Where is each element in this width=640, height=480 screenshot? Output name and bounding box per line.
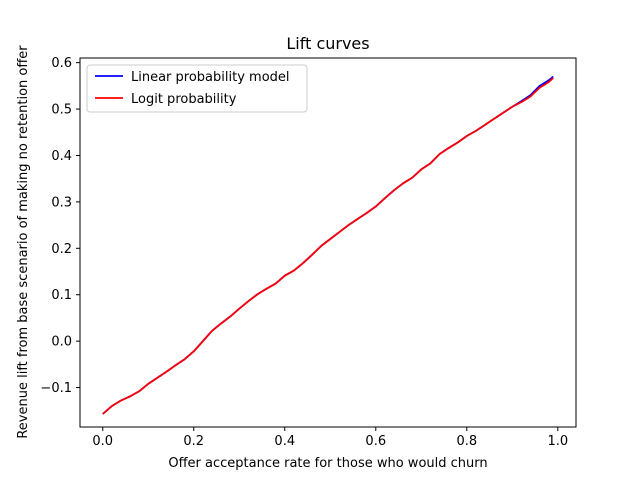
legend-label-logit: Logit probability (131, 92, 237, 107)
legend-box (86, 64, 308, 113)
x-tick-label: 0.2 (183, 434, 204, 449)
legend-label-linear: Linear probability model (131, 70, 290, 85)
y-axis-label: Revenue lift from base scenario of makin… (16, 45, 31, 439)
y-tick-label: 0.0 (51, 335, 72, 350)
y-tick-label: 0.6 (51, 56, 72, 71)
y-tick-label: 0.5 (51, 103, 72, 118)
x-tick-label: 1.0 (547, 434, 568, 449)
x-tick-label: 0.4 (274, 434, 295, 449)
x-axis-ticks: 0.0 0.2 0.4 0.6 0.8 1.0 (92, 427, 568, 449)
y-tick-label: 0.2 (51, 242, 72, 257)
x-tick-label: 0.0 (92, 434, 113, 449)
y-tick-label: −0.1 (40, 381, 72, 396)
chart-title: Lift curves (286, 34, 369, 53)
legend: Linear probability model Logit probabili… (86, 64, 308, 113)
x-axis-label: Offer acceptance rate for those who woul… (168, 456, 487, 471)
y-tick-label: 0.1 (51, 288, 72, 303)
y-tick-label: 0.4 (51, 149, 72, 164)
y-tick-label: 0.3 (51, 195, 72, 210)
x-tick-label: 0.6 (365, 434, 386, 449)
series-layer (102, 75, 554, 415)
plot-frame (79, 57, 577, 428)
y-axis-ticks: −0.1 0.0 0.1 0.2 0.3 0.4 0.5 0.6 (40, 56, 80, 396)
series-line-logit (102, 77, 554, 415)
x-tick-label: 0.8 (456, 434, 477, 449)
